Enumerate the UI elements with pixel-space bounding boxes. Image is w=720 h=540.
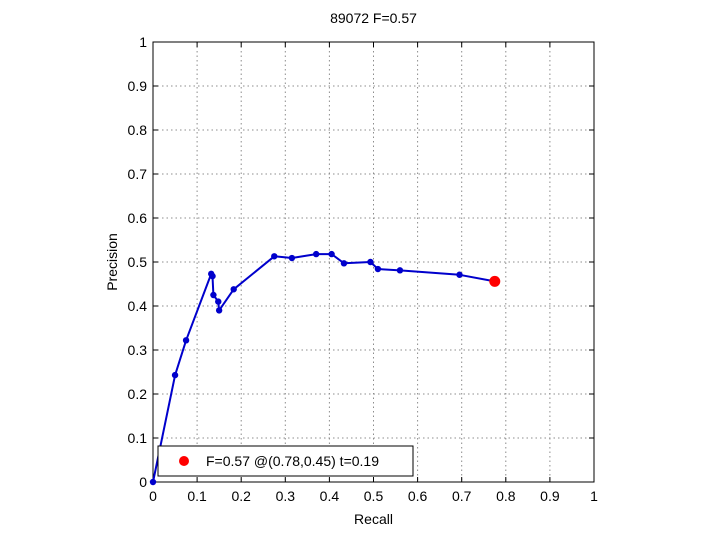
data-point (210, 291, 217, 299)
y-tick-label: 0.2 (128, 386, 148, 402)
data-point (230, 286, 237, 293)
data-point (215, 298, 222, 305)
y-tick-label: 0.3 (128, 342, 148, 358)
legend: F=0.57 @(0.78,0.45) t=0.19 (157, 445, 414, 477)
x-tick-label: 0.4 (320, 488, 340, 504)
y-tick-label: 0.8 (128, 122, 148, 138)
y-tick-label: 0.1 (128, 430, 148, 446)
data-point (312, 250, 320, 258)
data-point (209, 272, 216, 280)
data-point (328, 250, 335, 258)
y-tick-label: 0.4 (128, 298, 148, 314)
x-tick-label: 0.1 (187, 488, 207, 504)
y-tick-label: 0.6 (128, 210, 148, 226)
axis-ticks: 0 0.1 0.2 0.3 0.4 0.5 0.6 0.7 0.8 0.9 1 0 0.1 0.2 0.3 0… (128, 34, 599, 504)
x-tick-label: 0 (149, 488, 157, 504)
y-tick-label: 1 (139, 34, 147, 50)
x-tick-label: 0.8 (496, 488, 516, 504)
data-point (182, 337, 190, 344)
chart-title: 89072 F=0.57 (330, 10, 417, 26)
x-axis-label: Recall (354, 511, 393, 527)
x-tick-label: 0.6 (408, 488, 428, 504)
x-tick-label: 0.5 (364, 488, 384, 504)
y-tick-label: 0.7 (128, 166, 148, 182)
x-tick-label: 0.2 (231, 488, 251, 504)
y-tick-label: 0.9 (128, 78, 148, 94)
data-point (340, 260, 348, 267)
x-tick-label: 0.9 (540, 488, 560, 504)
x-tick-label: 0.7 (452, 488, 472, 504)
grid (153, 42, 594, 482)
data-point (396, 267, 404, 274)
legend-box (157, 445, 414, 477)
legend-marker (179, 456, 189, 466)
data-point (171, 371, 179, 379)
data-point (456, 271, 463, 278)
data-point (367, 258, 374, 266)
y-tick-label: 0 (139, 474, 147, 490)
data-point (149, 478, 157, 486)
legend-text: F=0.57 @(0.78,0.45) t=0.19 (206, 453, 379, 469)
data-point (374, 265, 382, 273)
y-tick-label: 0.5 (128, 254, 148, 270)
data-point (288, 254, 296, 262)
data-point (215, 307, 223, 314)
best-f-point (489, 275, 501, 287)
x-tick-label: 1 (590, 488, 598, 504)
x-tick-label: 0.3 (276, 488, 296, 504)
data-point (271, 253, 278, 260)
series-layer (149, 250, 501, 486)
y-axis-label: Precision (104, 233, 120, 291)
